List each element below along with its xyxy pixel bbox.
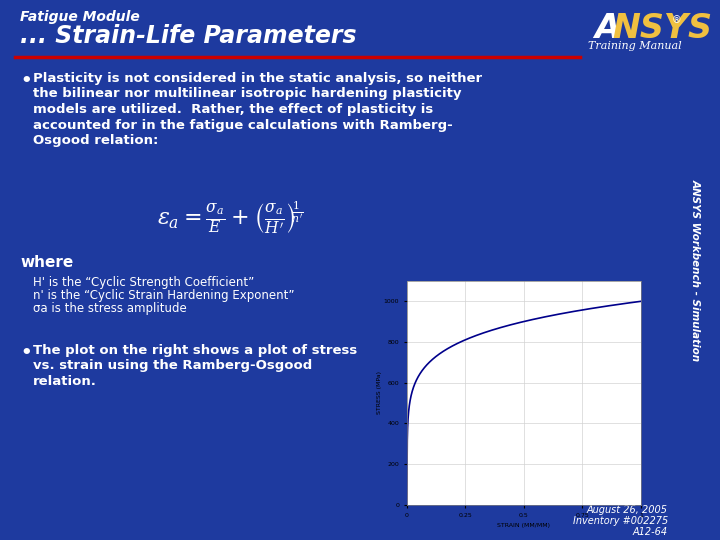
Text: Fatigue Module: Fatigue Module: [20, 10, 140, 24]
Text: σa is the stress amplitude: σa is the stress amplitude: [33, 302, 186, 315]
Text: •: •: [20, 344, 32, 362]
X-axis label: STRAIN (MM/MM): STRAIN (MM/MM): [498, 523, 550, 528]
Text: Training Manual: Training Manual: [588, 41, 682, 51]
Text: •: •: [20, 72, 32, 90]
Text: n' is the “Cyclic Strain Hardening Exponent”: n' is the “Cyclic Strain Hardening Expon…: [33, 289, 294, 302]
Text: accounted for in the fatigue calculations with Ramberg-: accounted for in the fatigue calculation…: [33, 118, 453, 132]
Text: ®: ®: [672, 15, 682, 25]
Text: where: where: [20, 255, 73, 270]
Text: NSYS: NSYS: [612, 11, 712, 44]
Text: Osgood relation:: Osgood relation:: [33, 134, 158, 147]
Text: ... Strain-Life Parameters: ... Strain-Life Parameters: [20, 24, 356, 48]
Text: relation.: relation.: [33, 375, 97, 388]
Text: A12-64: A12-64: [633, 527, 668, 537]
Text: $\varepsilon_a = \frac{\sigma_a}{E} + \left(\frac{\sigma_a}{H'}\right)^{\!\!\fra: $\varepsilon_a = \frac{\sigma_a}{E} + \l…: [157, 199, 303, 237]
Y-axis label: STRESS (MPa): STRESS (MPa): [377, 372, 382, 414]
Text: models are utilized.  Rather, the effect of plasticity is: models are utilized. Rather, the effect …: [33, 103, 433, 116]
Text: the bilinear nor multilinear isotropic hardening plasticity: the bilinear nor multilinear isotropic h…: [33, 87, 462, 100]
Text: Plasticity is not considered in the static analysis, so neither: Plasticity is not considered in the stat…: [33, 72, 482, 85]
Bar: [673, 0, 720, 540]
Text: ANSYS Workbench - Simulation: ANSYS Workbench - Simulation: [691, 179, 701, 361]
Text: The plot on the right shows a plot of stress: The plot on the right shows a plot of st…: [33, 344, 357, 357]
Text: August 26, 2005: August 26, 2005: [587, 505, 668, 515]
Text: A: A: [594, 11, 620, 44]
Text: H' is the “Cyclic Strength Coefficient”: H' is the “Cyclic Strength Coefficient”: [33, 276, 254, 289]
Text: vs. strain using the Ramberg-Osgood: vs. strain using the Ramberg-Osgood: [33, 360, 312, 373]
Text: Inventory #002275: Inventory #002275: [572, 516, 668, 526]
